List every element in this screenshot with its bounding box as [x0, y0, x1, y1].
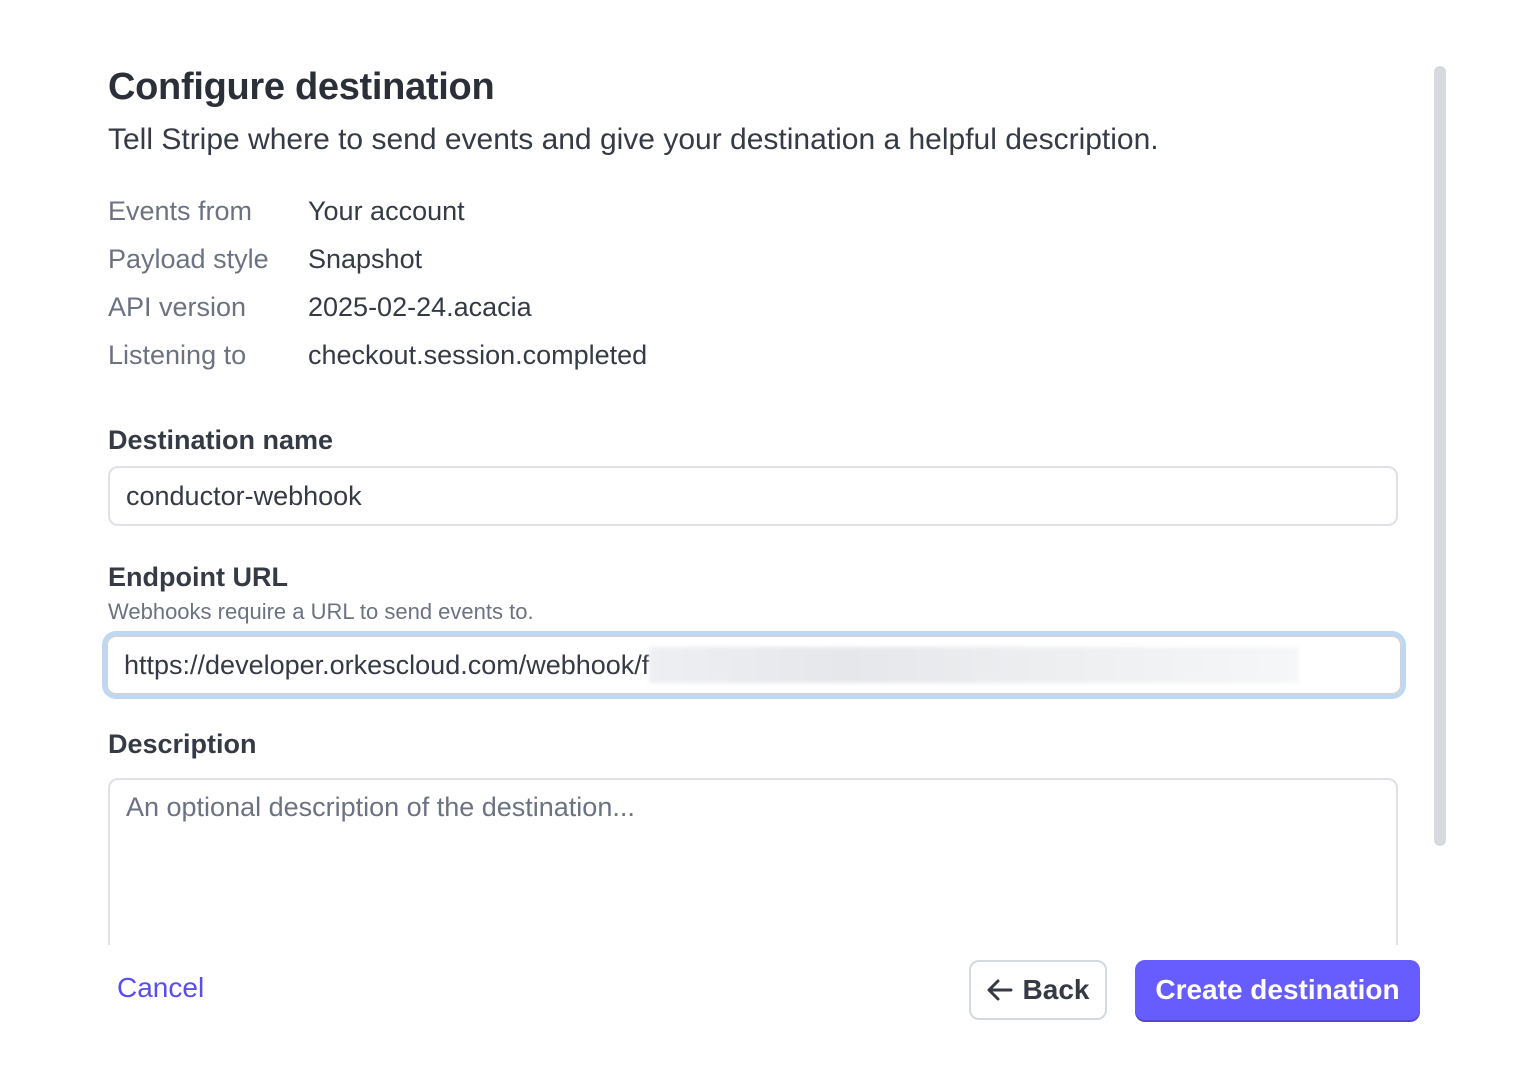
endpoint-url-input[interactable]: https://developer.orkescloud.com/webhook… [106, 635, 1402, 695]
arrow-left-icon [987, 979, 1013, 1001]
summary-row-api-version: API version 2025-02-24.acacia [108, 283, 1398, 331]
dialog-content: Configure destination Tell Stripe where … [106, 66, 1402, 945]
page-subtitle: Tell Stripe where to send events and giv… [108, 123, 1159, 156]
scrollbar[interactable] [1434, 66, 1446, 846]
destination-name-value: conductor-webhook [126, 480, 362, 511]
summary-value: 2025-02-24.acacia [308, 291, 532, 322]
summary-label: Listening to [108, 339, 247, 370]
summary-value: Your account [308, 195, 465, 226]
summary-list: Events from Your account Payload style Sna… [108, 187, 1398, 379]
destination-name-input[interactable]: conductor-webhook [108, 466, 1398, 526]
summary-row-events-from: Events from Your account [108, 187, 1398, 235]
description-label: Description [108, 729, 257, 759]
back-label: Back [1022, 974, 1090, 1005]
summary-label: Events from [108, 195, 253, 226]
summary-row-payload-style: Payload style Snapshot [108, 235, 1398, 283]
summary-value: checkout.session.completed [308, 339, 648, 370]
cancel-button[interactable]: Cancel [117, 972, 205, 1003]
redacted-url-blur [649, 647, 1300, 683]
page-title: Configure destination [108, 66, 495, 108]
description-textarea[interactable] [108, 778, 1398, 945]
summary-label: API version [108, 291, 247, 322]
summary-row-listening-to: Listening to checkout.session.completed [108, 331, 1398, 379]
destination-name-label: Destination name [108, 425, 334, 455]
create-destination-button[interactable]: Create destination [1135, 960, 1420, 1020]
summary-value: Snapshot [308, 243, 423, 274]
endpoint-url-value: https://developer.orkescloud.com/webhook… [124, 649, 650, 680]
back-button[interactable]: Back [969, 960, 1107, 1020]
endpoint-url-hint: Webhooks require a URL to send events to… [108, 599, 534, 624]
endpoint-url-label: Endpoint URL [108, 562, 288, 592]
summary-label: Payload style [108, 243, 269, 274]
